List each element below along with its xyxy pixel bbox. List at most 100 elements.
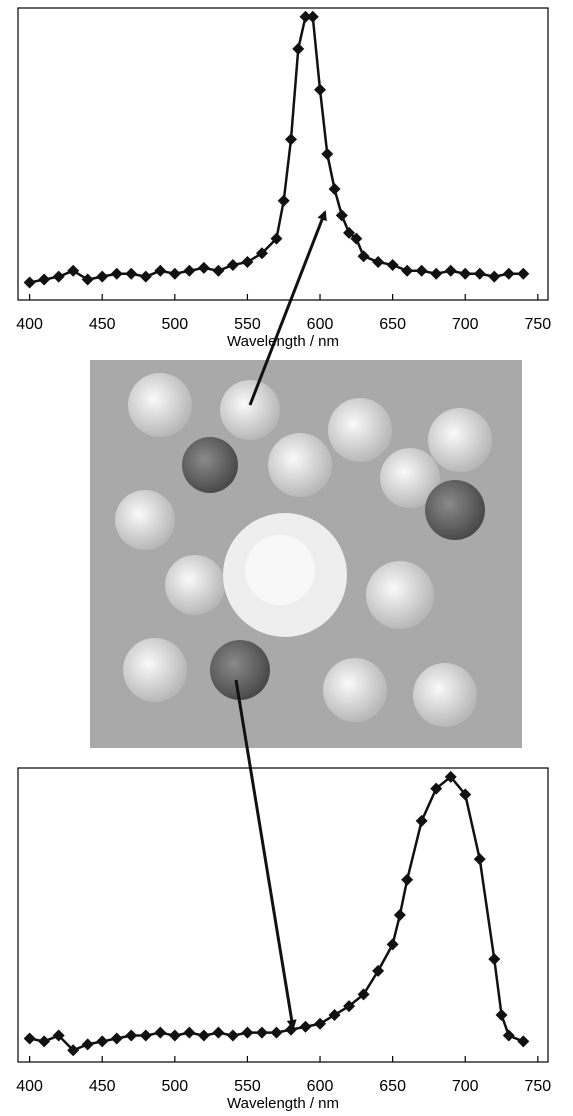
marker <box>314 83 327 96</box>
marker <box>357 988 370 1001</box>
x-tick-label: 400 <box>16 316 43 333</box>
marker <box>284 133 297 146</box>
marker <box>401 264 414 277</box>
marker <box>343 1000 356 1013</box>
x-tick-label: 600 <box>307 316 334 333</box>
x-tick-label: 750 <box>524 316 551 333</box>
marker <box>226 1029 239 1042</box>
marker <box>430 267 443 280</box>
marker <box>241 1026 254 1039</box>
arrow <box>234 679 297 1030</box>
marker <box>81 1038 94 1051</box>
marker <box>401 873 414 886</box>
marker <box>372 256 385 269</box>
photo <box>90 360 522 748</box>
x-tick-label: 600 <box>307 1078 334 1095</box>
marker <box>67 264 80 277</box>
marker <box>386 938 399 951</box>
marker <box>321 148 334 160</box>
marker <box>38 273 51 286</box>
arrow <box>248 210 327 406</box>
marker <box>335 209 348 222</box>
marker <box>517 267 530 280</box>
marker <box>495 1008 508 1021</box>
marker <box>299 10 312 23</box>
marker <box>110 267 123 280</box>
marker <box>197 1029 210 1042</box>
x-tick-label: 650 <box>379 1078 406 1095</box>
marker <box>314 1017 327 1030</box>
marker <box>241 256 254 269</box>
marker <box>277 194 290 207</box>
x-tick-label: 450 <box>89 1078 116 1095</box>
marker <box>96 1035 109 1048</box>
marker <box>444 264 457 277</box>
x-tick-label: 700 <box>452 1078 479 1095</box>
marker <box>110 1032 123 1045</box>
marker <box>139 1029 152 1042</box>
marker <box>488 270 501 283</box>
x-tick-label: 450 <box>89 316 116 333</box>
marker <box>488 953 501 966</box>
marker <box>183 1026 196 1039</box>
x-tick-label: 500 <box>161 1078 188 1095</box>
marker <box>38 1035 51 1048</box>
marker <box>226 258 239 271</box>
marker <box>357 250 370 263</box>
marker <box>125 267 138 280</box>
marker <box>255 247 268 260</box>
marker <box>154 1026 167 1039</box>
marker <box>517 1035 530 1048</box>
marker <box>459 267 472 280</box>
marker <box>299 1020 312 1033</box>
marker <box>197 261 210 274</box>
marker <box>328 1008 341 1021</box>
marker <box>81 273 94 286</box>
marker <box>67 1044 80 1057</box>
marker <box>212 264 225 277</box>
marker <box>306 10 319 23</box>
x-tick-label: 650 <box>379 316 406 333</box>
marker <box>473 853 486 866</box>
marker <box>125 1029 138 1042</box>
marker <box>52 1029 65 1042</box>
x-tick-label: 500 <box>161 316 188 333</box>
plot-frame <box>17 7 549 301</box>
marker <box>444 770 457 783</box>
marker <box>292 42 305 55</box>
marker <box>23 1032 36 1045</box>
x-tick-label: 700 <box>452 316 479 333</box>
marker <box>430 782 443 795</box>
marker <box>473 267 486 280</box>
plot-frame <box>17 767 549 1063</box>
marker <box>255 1026 268 1039</box>
marker <box>52 270 65 283</box>
marker <box>284 1023 297 1036</box>
x-axis-label: Wavelength / nm <box>227 1095 339 1112</box>
marker <box>343 226 356 239</box>
marker <box>393 909 406 921</box>
marker <box>502 1029 515 1042</box>
marker <box>23 276 36 289</box>
x-tick-label: 400 <box>16 1078 43 1095</box>
marker <box>139 270 152 283</box>
marker <box>154 264 167 277</box>
marker <box>502 267 515 280</box>
marker <box>96 270 109 283</box>
marker <box>212 1026 225 1039</box>
marker <box>415 264 428 277</box>
x-tick-label: 550 <box>234 1078 261 1095</box>
marker <box>415 814 428 827</box>
marker <box>459 788 472 801</box>
marker <box>350 232 363 245</box>
marker <box>183 264 196 277</box>
marker <box>168 267 181 280</box>
marker <box>328 183 341 196</box>
marker <box>372 964 385 977</box>
marker <box>270 232 283 245</box>
x-tick-label: 750 <box>524 1078 551 1095</box>
x-tick-label: 550 <box>234 316 261 333</box>
marker <box>386 258 399 271</box>
line <box>29 775 524 1052</box>
